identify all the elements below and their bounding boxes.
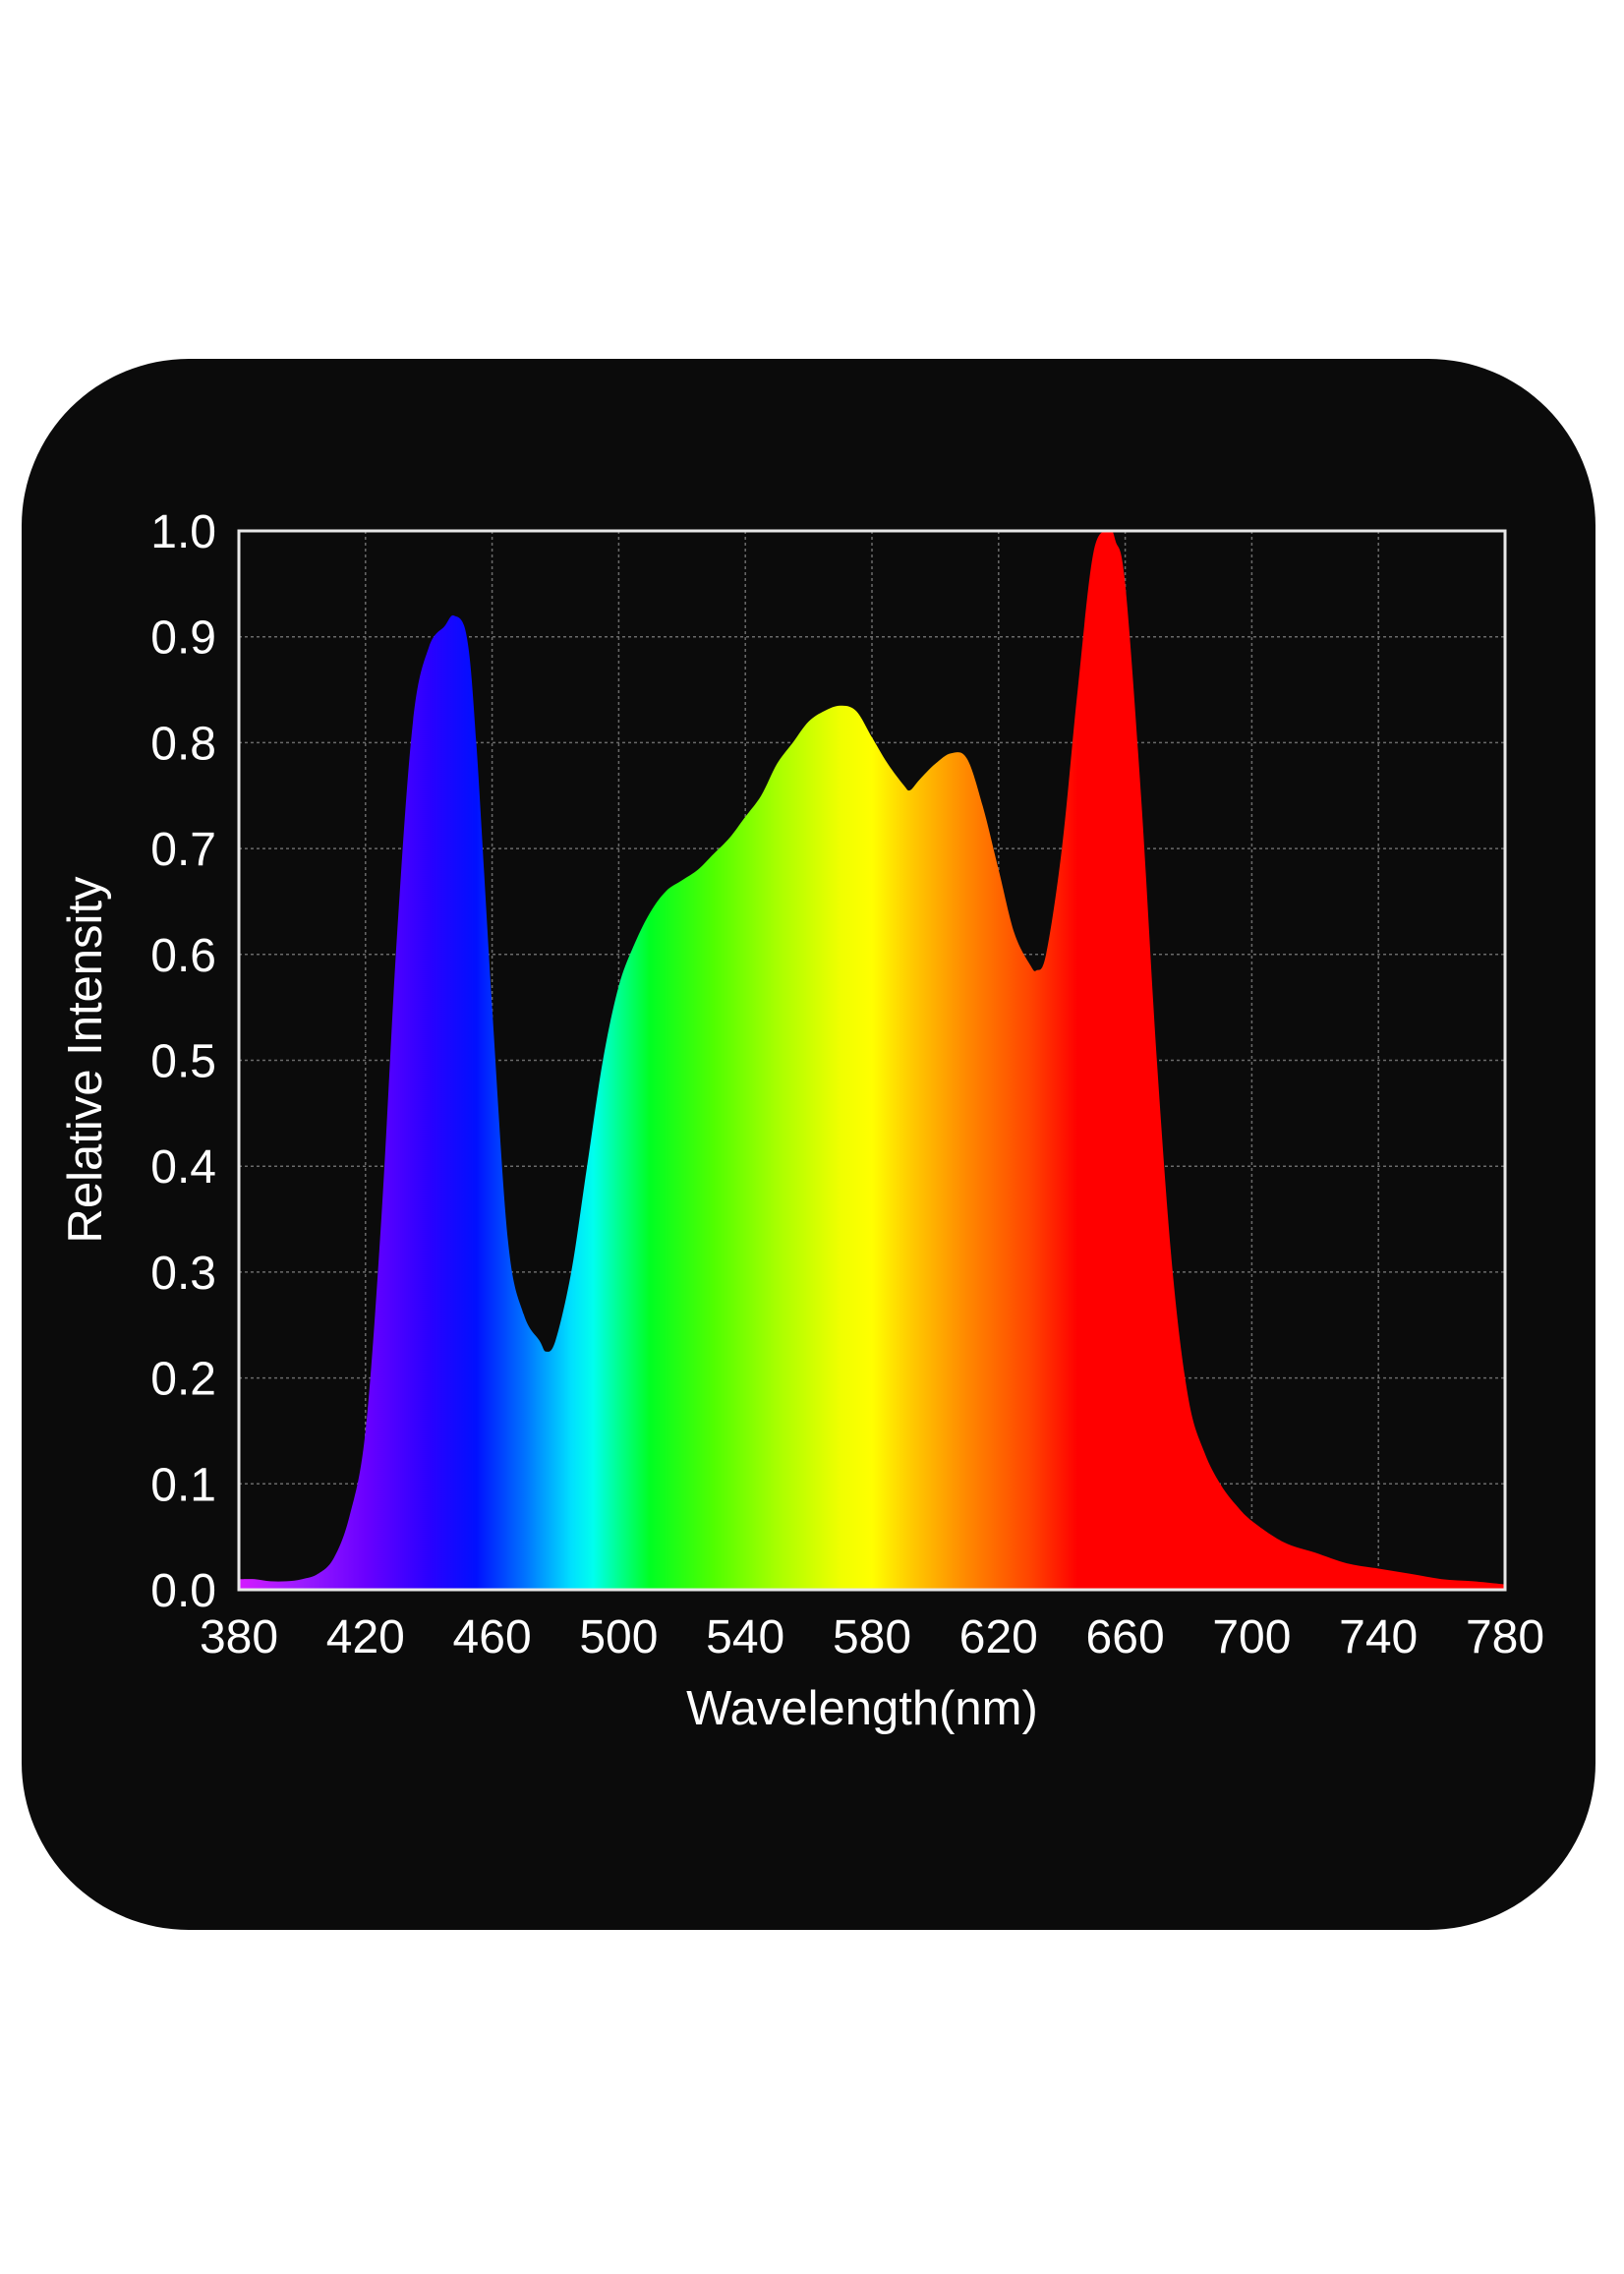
y-tick-label: 0.2 bbox=[150, 1354, 216, 1406]
y-tick-label: 0.0 bbox=[150, 1565, 216, 1617]
y-tick-label: 0.9 bbox=[150, 612, 216, 665]
plot-frame bbox=[237, 529, 1507, 1592]
x-tick-label: 700 bbox=[1212, 1611, 1291, 1663]
x-tick-label: 780 bbox=[1466, 1611, 1544, 1663]
x-tick-label: 740 bbox=[1339, 1611, 1418, 1663]
y-axis-title: Relative Intensity bbox=[59, 876, 112, 1244]
x-tick-label: 500 bbox=[579, 1611, 658, 1663]
y-tick-label: 0.8 bbox=[150, 718, 216, 770]
y-tick-label: 0.4 bbox=[150, 1141, 216, 1194]
y-tick-label: 0.1 bbox=[150, 1459, 216, 1511]
y-tick-label: 0.3 bbox=[150, 1248, 216, 1300]
y-tick-label: 0.5 bbox=[150, 1036, 216, 1088]
y-tick-label: 0.6 bbox=[150, 930, 216, 982]
x-tick-label: 420 bbox=[326, 1611, 405, 1663]
spectrum-area bbox=[239, 531, 1505, 1590]
y-tick-label: 0.7 bbox=[150, 824, 216, 876]
x-tick-label: 380 bbox=[200, 1611, 278, 1663]
x-tick-label: 580 bbox=[833, 1611, 911, 1663]
x-tick-label: 660 bbox=[1086, 1611, 1165, 1663]
x-tick-labels: 380 420 460 500 540 580 620 660 700 740 780 bbox=[200, 1611, 1544, 1663]
x-tick-label: 460 bbox=[453, 1611, 532, 1663]
x-axis-title: Wavelength(nm) bbox=[686, 1682, 1038, 1735]
y-tick-labels: 0.0 0.1 0.2 0.3 0.4 0.5 0.6 0.7 0.8 0.9 1.0 bbox=[150, 506, 216, 1617]
x-tick-label: 540 bbox=[706, 1611, 784, 1663]
y-tick-label: 1.0 bbox=[150, 506, 216, 558]
x-tick-label: 620 bbox=[959, 1611, 1038, 1663]
